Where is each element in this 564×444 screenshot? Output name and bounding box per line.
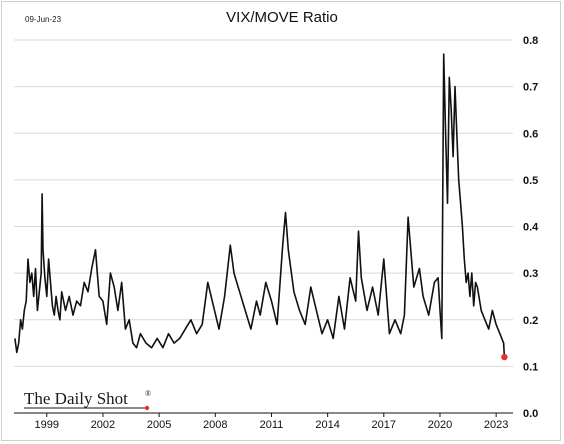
y-tick-label: 0.0	[523, 408, 538, 420]
x-tick-label: 2023	[484, 419, 508, 431]
watermark-registered: ®	[145, 389, 151, 398]
x-axis: 1999 2002 2005 2008 2011 2014 2017 2020 2023	[14, 412, 513, 431]
x-tick-label: 2011	[260, 419, 284, 431]
x-tick-label: 1999	[35, 419, 59, 431]
watermark-text: The Daily Shot	[24, 389, 128, 408]
y-tick-label: 0.2	[523, 315, 538, 327]
x-tick-label: 2017	[372, 419, 396, 431]
y-tick-label: 0.1	[523, 361, 538, 373]
watermark-dot	[144, 405, 150, 411]
series-line-0	[14, 53, 506, 358]
date-stamp: 09-Jun-23	[25, 15, 62, 24]
series-group	[14, 53, 508, 361]
x-tick-label: 2005	[147, 419, 171, 431]
y-tick-label: 0.3	[523, 268, 538, 280]
y-axis: 0.0 0.1 0.2 0.3 0.4 0.5 0.6 0.7 0.8	[523, 35, 539, 420]
chart-title: VIX/MOVE Ratio	[226, 9, 338, 26]
y-tick-label: 0.7	[523, 82, 538, 94]
gridlines	[14, 39, 513, 414]
x-tick-label: 2014	[315, 419, 339, 431]
x-tick-label: 2020	[428, 419, 452, 431]
x-tick-label: 2008	[203, 419, 227, 431]
y-tick-label: 0.6	[523, 128, 538, 140]
watermark: The Daily Shot ®	[24, 389, 151, 411]
y-tick-label: 0.8	[523, 35, 538, 47]
last-point-marker	[501, 353, 508, 361]
y-tick-label: 0.5	[523, 175, 538, 187]
x-tick-label: 2002	[91, 419, 115, 431]
y-tick-label: 0.4	[523, 222, 539, 234]
